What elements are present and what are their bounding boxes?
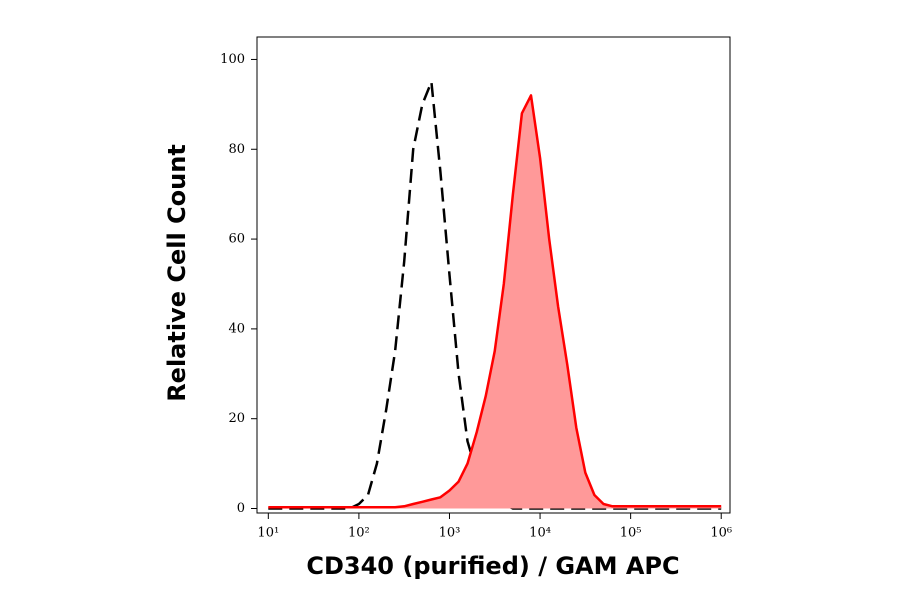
y-tick-label: 0 [237, 501, 245, 516]
y-axis-title: Relative Cell Count [163, 144, 191, 402]
x-tick-label: 10⁵ [620, 526, 642, 541]
y-tick-label: 80 [228, 142, 245, 157]
area [268, 95, 722, 509]
x-axis-title: CD340 (purified) / GAM APC [306, 552, 679, 580]
y-tick-label: 60 [228, 232, 245, 247]
x-tick-label: 10⁶ [710, 526, 732, 541]
x-tick-label: 10² [348, 526, 370, 541]
y-tick-label: 20 [228, 411, 245, 426]
y-tick-label: 100 [220, 52, 245, 67]
x-tick-label: 10³ [439, 526, 461, 541]
x-tick-label: 10⁴ [529, 526, 551, 541]
x-tick-label: 10¹ [257, 526, 279, 541]
y-tick-label: 40 [228, 321, 245, 336]
line [268, 94, 722, 509]
